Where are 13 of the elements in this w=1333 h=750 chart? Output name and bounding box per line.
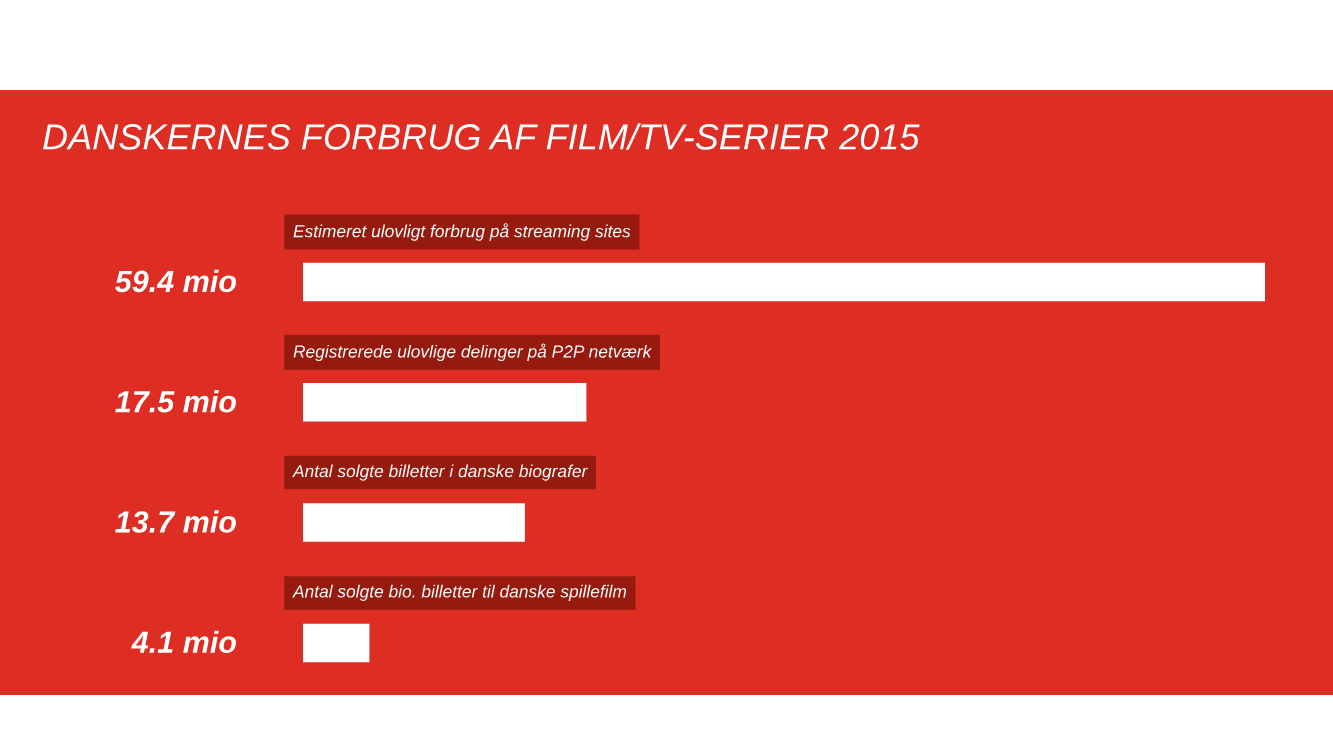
bar [303, 503, 525, 542]
data-label: 13.7 mio [115, 510, 237, 533]
y-tick-label: Antal solgte billetter i danske biografer [292, 464, 588, 481]
y-tick-label: Antal solgte bio. billetter til danske spillefilm [292, 584, 627, 601]
y-tick-label: Registrerede ulovlige delinger på P2P netværk [293, 343, 653, 362]
y-tick-label: Estimeret ulovligt forbrug på streaming sites [293, 223, 631, 241]
bar [303, 262, 1265, 302]
data-label: 59.4 mio [115, 269, 237, 293]
chart-title: DANSKERNES FORBRUG AF FILM/TV-SERIER 2015 [43, 123, 920, 150]
data-label: 4.1 mio [131, 630, 237, 654]
bar [303, 623, 370, 663]
bar [303, 383, 587, 422]
data-label: 17.5 mio [115, 390, 237, 413]
